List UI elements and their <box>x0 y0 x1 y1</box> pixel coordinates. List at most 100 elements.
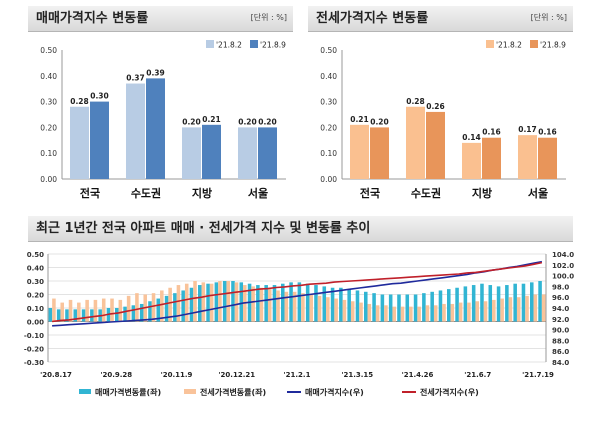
bar <box>65 309 69 322</box>
bar <box>397 294 401 322</box>
x-tick-label: '21.7.19 <box>522 371 554 379</box>
y-tick-label: 0.10 <box>40 149 57 158</box>
y-left-tick-label: -0.10 <box>24 332 44 340</box>
bar <box>85 299 89 322</box>
y-right-tick-label: 88.0 <box>552 337 569 345</box>
bar <box>101 298 106 322</box>
x-tick-label: '21.4.26 <box>402 371 434 379</box>
bar <box>184 283 189 322</box>
bar <box>496 286 501 322</box>
legend-swatch <box>250 40 258 48</box>
unit-label: [단위 : %] <box>530 13 567 22</box>
bar <box>322 286 327 322</box>
bar <box>52 298 56 322</box>
bar <box>372 293 376 322</box>
bar <box>301 293 305 322</box>
bar <box>193 281 197 322</box>
bar <box>214 282 219 322</box>
bar <box>405 294 410 322</box>
y-tick-label: 0.30 <box>320 98 337 107</box>
bar <box>533 294 538 322</box>
bar <box>206 283 210 322</box>
bar <box>483 301 488 322</box>
bar <box>156 298 161 322</box>
bar <box>350 124 369 179</box>
bar <box>292 291 297 322</box>
y-tick-label: 0.50 <box>320 46 337 55</box>
y-tick-label: 0.00 <box>320 175 337 184</box>
bar <box>392 306 396 322</box>
category-label: 전국 <box>80 186 100 200</box>
bar <box>380 294 385 322</box>
bar <box>375 305 380 322</box>
bar <box>482 137 501 179</box>
data-label: 0.30 <box>90 92 109 101</box>
bar <box>251 286 255 322</box>
bar <box>367 303 372 322</box>
y-left-tick-label: 0.20 <box>27 292 44 300</box>
bar <box>173 293 177 322</box>
bar <box>458 302 463 322</box>
bar <box>355 290 360 322</box>
bar <box>342 299 347 322</box>
bar <box>90 101 109 179</box>
bar <box>370 127 389 179</box>
bar <box>234 282 239 322</box>
bar <box>409 306 413 322</box>
bar <box>433 305 438 322</box>
panel-jeonse-change: 전세가격지수 변동률 [단위 : %] <box>308 6 573 204</box>
bar <box>139 303 144 322</box>
data-label: 0.21 <box>202 115 221 124</box>
bar <box>70 106 89 179</box>
x-tick-label: '20.12.21 <box>218 371 255 379</box>
bar <box>259 287 264 322</box>
bar <box>426 111 445 179</box>
data-label: 0.16 <box>538 128 557 137</box>
legend-label: 전세가격변동률(좌) <box>200 387 266 397</box>
data-label: 0.14 <box>462 133 481 142</box>
y-right-tick-label: 84.0 <box>552 359 569 367</box>
bar <box>276 290 280 322</box>
series-line <box>52 260 543 327</box>
panel-sales-change: 매매가격지수 변동률 [단위 : %] <box>28 6 293 204</box>
data-label: 0.17 <box>518 125 537 134</box>
bar <box>530 282 534 322</box>
legend-label: '21.8.9 <box>540 41 566 50</box>
bar <box>488 285 493 322</box>
bar <box>168 287 172 322</box>
bar <box>297 282 302 322</box>
bar <box>258 127 277 179</box>
data-label: 0.28 <box>70 97 89 106</box>
y-left-tick-label: 0.40 <box>27 265 44 273</box>
bar <box>492 299 496 322</box>
bar <box>56 309 61 322</box>
bar <box>326 297 330 322</box>
bar <box>384 305 388 322</box>
y-tick-label: 0.40 <box>40 72 57 81</box>
bar <box>467 302 471 322</box>
bar <box>455 287 459 322</box>
x-tick-label: '21.2.1 <box>284 371 311 379</box>
trend-chart: 0.50 0.40 0.30 0.20 0.10 0.00 -0.10 -0.20 -0.30 1… <box>24 251 574 397</box>
y-tick-label: 0.30 <box>40 98 57 107</box>
bar <box>256 285 260 322</box>
legend-label: '21.8.2 <box>496 41 522 50</box>
bar <box>447 289 451 322</box>
y-right-tick-label: 86.0 <box>552 348 569 356</box>
bar <box>438 290 443 322</box>
bar <box>521 283 526 322</box>
bar <box>462 142 481 179</box>
bar <box>538 281 542 322</box>
bar <box>471 285 476 322</box>
bar <box>516 297 521 322</box>
bar <box>131 305 136 322</box>
y-tick-label: 0.40 <box>320 72 337 81</box>
bar <box>480 283 484 322</box>
bar <box>463 286 468 322</box>
bar <box>222 281 227 322</box>
category-label: 수도권 <box>131 187 161 200</box>
data-label: 0.20 <box>182 117 201 126</box>
bar <box>508 297 513 322</box>
bar <box>176 285 181 322</box>
bar <box>334 298 338 322</box>
